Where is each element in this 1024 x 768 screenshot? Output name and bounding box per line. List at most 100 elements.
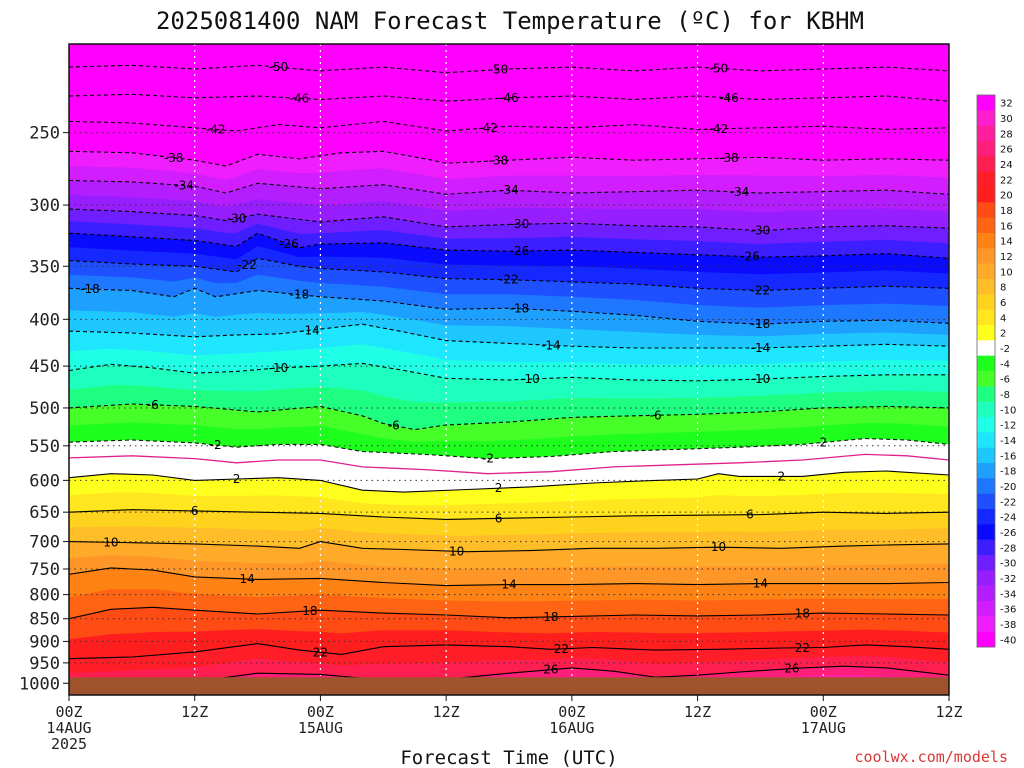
isotherm-label: -6 [147, 398, 159, 412]
isotherm-label: -34 [730, 185, 750, 199]
colorbar-label: -36 [1000, 605, 1016, 616]
isotherm-line [69, 470, 949, 493]
colorbar-label: -32 [1000, 574, 1016, 585]
isotherm-label: -6 [388, 419, 400, 433]
y-tick-label: 550 [29, 437, 60, 457]
y-tick-label: 850 [29, 610, 60, 630]
colorbar-swatch [977, 279, 995, 295]
isotherm-label: -10 [269, 361, 289, 375]
isotherm-label: 14 [501, 578, 516, 592]
colorbar-label: 2 [1000, 329, 1006, 340]
isotherm-label: 6 [746, 508, 754, 522]
isotherm-label: -14 [300, 323, 320, 337]
isotherm-label: -14 [751, 341, 771, 355]
isotherm-line [69, 665, 949, 688]
isotherm-label: -10 [751, 372, 771, 386]
credit-link[interactable]: coolwx.com/models [854, 748, 1008, 766]
isotherm-line [69, 179, 949, 195]
isotherm-label: 6 [495, 511, 503, 525]
colorbar-label: -18 [1000, 467, 1016, 478]
isotherm-label: -26 [740, 250, 760, 264]
colorbar-label: 8 [1000, 283, 1006, 294]
colorbar-label: 14 [1000, 237, 1013, 248]
y-tick-label: 250 [29, 124, 60, 144]
colorbar-swatch [977, 110, 995, 126]
y-tick-label: 800 [29, 586, 60, 606]
isotherm-label: 26 [784, 662, 799, 676]
isotherm-labels: -50 -50 -50 -46 -46 -46 -42 -42 -42 -38 -38 -38 -34 -… [80, 60, 827, 677]
isotherm-label: 22 [795, 641, 810, 655]
isotherm-label: -46 [290, 91, 310, 105]
isotherm-line [69, 232, 949, 259]
colorbar-label: 10 [1000, 267, 1013, 278]
x-tick-label: 12Z [935, 703, 962, 721]
colorbar-swatch [977, 478, 995, 494]
x-tick-label: 12Z [684, 703, 711, 721]
isotherm-label: -18 [751, 317, 771, 331]
isotherm-label: -50 [269, 60, 289, 74]
isotherm-line [69, 257, 949, 292]
isotherm-label: -46 [499, 91, 519, 105]
colorbar-swatch [977, 217, 995, 234]
x-tick-label: 12Z [181, 703, 208, 721]
colorbar-swatch [977, 125, 995, 142]
isotherm-label: 18 [795, 607, 810, 621]
colorbar-swatch [977, 463, 995, 479]
colorbar-label: 24 [1000, 160, 1013, 171]
colorbar-label: -24 [1000, 513, 1016, 524]
colorbar-label: 22 [1000, 175, 1013, 186]
isotherm-label: -30 [510, 217, 530, 231]
isotherm-label: 10 [103, 535, 118, 549]
isotherm-label: -42 [478, 121, 498, 135]
plot-area: -50 -50 -50 -46 -46 -46 -42 -42 -42 -38 -38 -38 -34 -… [69, 44, 949, 695]
y-tick-label: 500 [29, 399, 60, 419]
colorbar-swatch [977, 570, 995, 586]
isotherm-line [69, 606, 949, 620]
y-tick-label: 650 [29, 503, 60, 523]
isotherm-label: -18 [80, 282, 100, 296]
colorbar-label: 28 [1000, 129, 1013, 140]
isotherm-label: 18 [543, 610, 558, 624]
isotherm-label: -22 [499, 273, 519, 287]
colorbar-swatch [977, 555, 995, 571]
isotherm-label: -50 [489, 63, 509, 77]
isotherm-line [69, 150, 949, 167]
isotherm-label: -14 [541, 338, 561, 352]
isotherm-label: -22 [237, 258, 257, 272]
x-tick-label: 00Z [307, 703, 334, 721]
x-axis-label: Forecast Time (UTC) [400, 747, 617, 768]
colorbar-swatch [977, 202, 995, 218]
colorbar-swatch [977, 325, 995, 341]
y-tick-label: 700 [29, 533, 60, 553]
colorbar-swatch [977, 294, 995, 310]
colorbar-label: 12 [1000, 252, 1013, 263]
colorbar-label: -38 [1000, 620, 1016, 631]
isotherm-label: 6 [191, 504, 199, 518]
colorbar-swatch [977, 601, 995, 617]
colorbar-swatch [977, 585, 995, 602]
isotherm-line [69, 287, 949, 325]
colorbar-swatch [977, 156, 995, 172]
colorbar-label: -2 [1000, 344, 1010, 355]
colorbar-label: 30 [1000, 114, 1013, 125]
isotherm-label: -26 [510, 244, 530, 258]
colorbar-swatch [977, 417, 995, 433]
colorbar-label: -8 [1000, 390, 1010, 401]
colorbar-swatch [977, 524, 995, 540]
colorbar-label: -28 [1000, 543, 1016, 554]
isotherm-label: -30 [751, 224, 771, 238]
temperature-bands [69, 44, 949, 695]
colorbar-label: -22 [1000, 497, 1016, 508]
isotherm-line [69, 323, 949, 349]
isotherm-label: 2 [778, 469, 786, 483]
colorbar-label: 32 [1000, 99, 1013, 110]
colorbar-label: 26 [1000, 145, 1013, 156]
colorbar-label: -10 [1000, 405, 1016, 416]
colorbar-label: -40 [1000, 635, 1016, 646]
colorbar-swatch [977, 95, 995, 111]
freezing-line [69, 453, 949, 475]
y-tick-label: 400 [29, 310, 60, 330]
isotherm-label: 26 [543, 663, 558, 677]
